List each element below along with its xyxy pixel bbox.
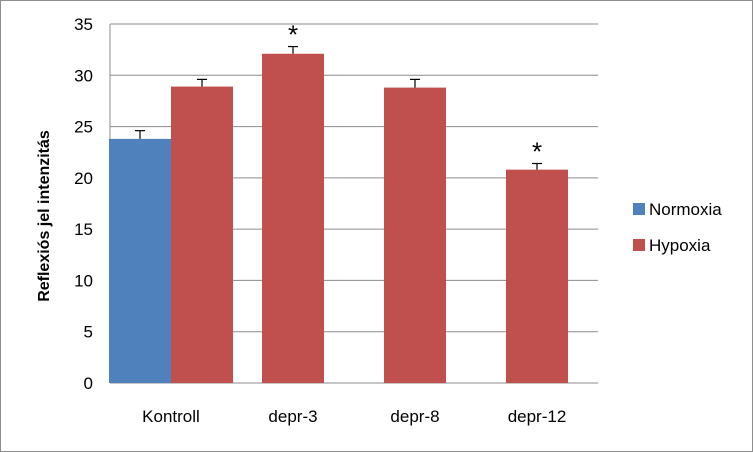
bar-hypoxia-kontroll [171,86,233,383]
error-bar [288,45,298,54]
x-tick-label: depr-3 [268,407,317,426]
legend: Normoxia Hypoxia [633,200,722,255]
significance-marker: * [532,136,542,166]
y-tick-labels: 0 5 10 15 20 25 30 35 [74,15,93,393]
y-tick-label: 0 [84,374,93,393]
y-tick-label: 10 [74,271,93,290]
y-tick-label: 30 [74,66,93,85]
y-axis-label: Reflexiós jel intenzitás [36,130,53,302]
y-tick-label: 25 [74,118,93,137]
error-bar [532,162,542,170]
x-tick-label: depr-8 [390,407,439,426]
error-bars [135,45,542,170]
x-tick-labels: Kontroll depr-3 depr-8 depr-12 [142,407,566,426]
error-bar [410,78,420,88]
bars [109,53,568,383]
x-tick-label: depr-12 [508,407,567,426]
error-bar [197,78,207,87]
y-tick-label: 15 [74,220,93,239]
bar-hypoxia-depr-8 [384,87,446,383]
y-tick-label: 5 [84,323,93,342]
legend-swatch-hypoxia [633,239,645,251]
significance-marker: * [288,20,298,50]
bar-hypoxia-depr-3 [262,53,324,383]
bar-normoxia-kontroll [109,138,171,383]
y-tick-label: 20 [74,169,93,188]
x-tick-label: Kontroll [142,407,200,426]
legend-label-normoxia: Normoxia [649,200,722,219]
y-tick-label: 35 [74,15,93,34]
bar-hypoxia-depr-12 [506,169,568,383]
legend-label-hypoxia: Hypoxia [649,236,711,255]
error-bar [135,130,145,139]
legend-swatch-normoxia [633,203,645,215]
annotations: ** [288,20,542,167]
